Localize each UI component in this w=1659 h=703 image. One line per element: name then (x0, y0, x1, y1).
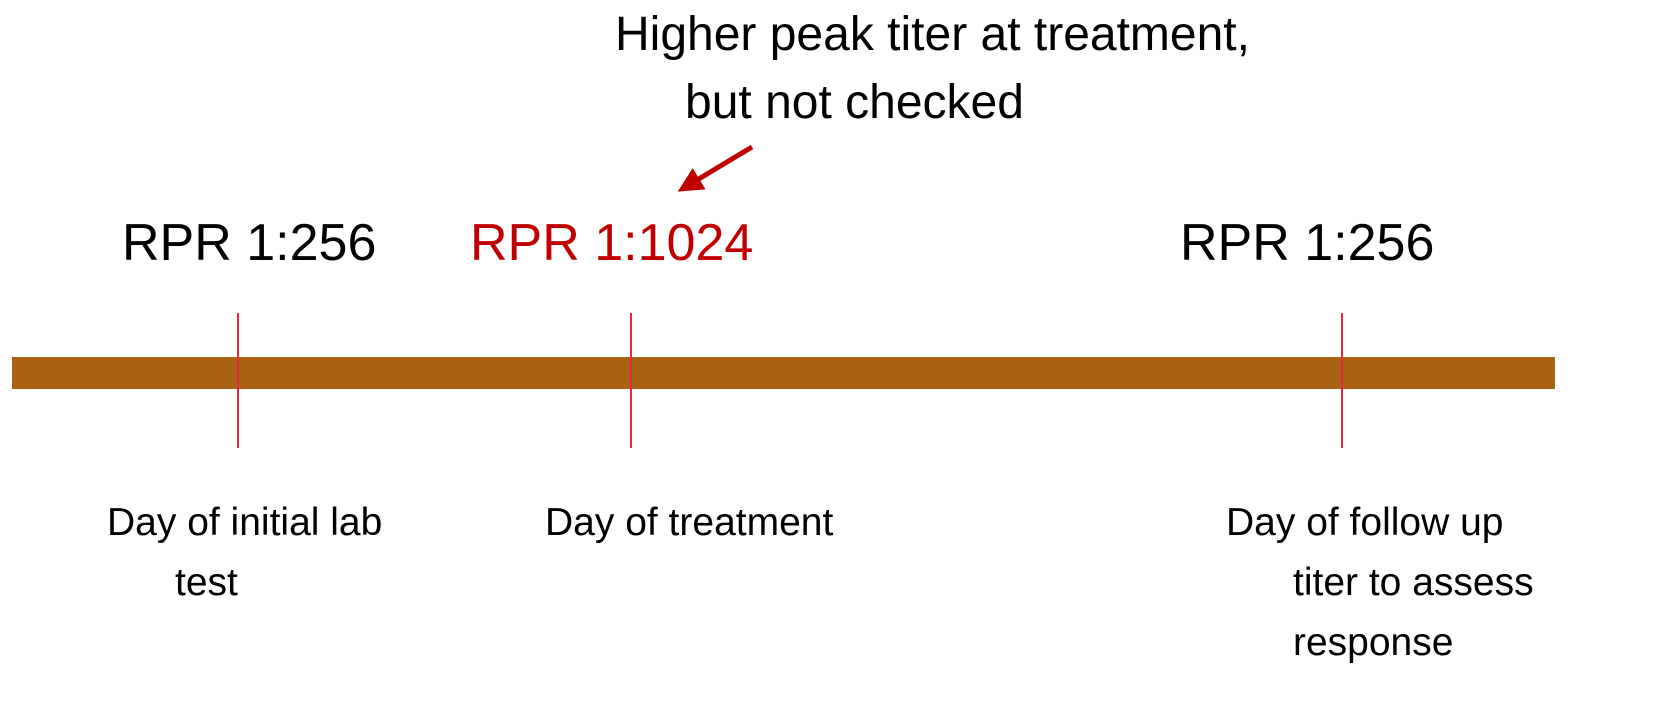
event-label: Day of initial lab (107, 501, 382, 544)
timeline-bar (12, 357, 1555, 389)
annotation-arrow (677, 144, 754, 192)
annotation-text: but not checked (685, 76, 1024, 129)
event-label: titer to assess (1293, 561, 1534, 604)
annotation-text: Higher peak titer at treatment, (615, 8, 1250, 61)
titer-label: RPR 1:1024 (470, 214, 753, 272)
titer-label: RPR 1:256 (1180, 214, 1434, 272)
event-label: Day of treatment (545, 501, 833, 544)
event-label: Day of follow up (1226, 501, 1503, 544)
event-label: test (175, 561, 238, 604)
event-label: response (1293, 621, 1453, 664)
titer-label: RPR 1:256 (122, 214, 376, 272)
